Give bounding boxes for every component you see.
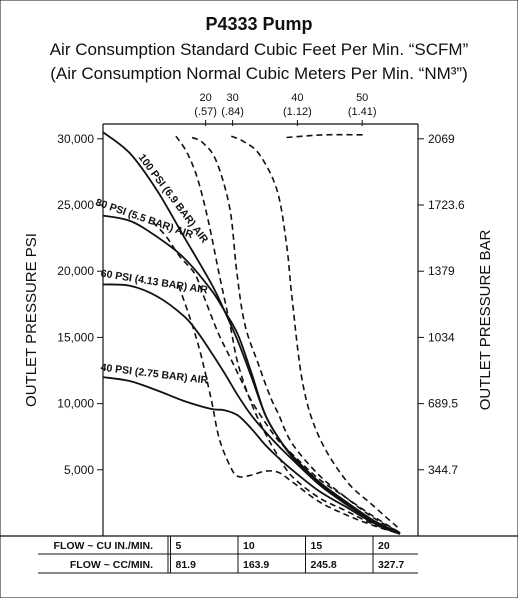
air-consumption-curve-8: [152, 221, 401, 534]
y-tick-label-2: 15,000: [57, 330, 94, 344]
top-tick-label-2: 40: [291, 92, 303, 104]
chart-subtitle-scfm: Air Consumption Standard Cubic Feet Per …: [49, 40, 469, 59]
top-tick-label-3: 50: [356, 92, 368, 104]
top-tick-sublabel-0: (.57): [194, 106, 217, 118]
air-consumption-curve-5: [191, 136, 401, 534]
air-consumption-curve-7: [286, 133, 364, 139]
table-cu-in-value-2: 15: [311, 540, 323, 552]
top-tick-sublabel-2: (1.12): [283, 106, 312, 118]
y-right-tick-label-5: 2069: [428, 132, 455, 146]
table-row1-label: FLOW ~ CU IN./MIN.: [54, 540, 154, 552]
series-label-3: 40 PSI (2.75 BAR) AIR: [100, 362, 209, 387]
y-right-tick-label-1: 689.5: [428, 397, 458, 411]
pressure-curve-1: [102, 214, 401, 535]
table-cu-in-value-1: 10: [243, 540, 255, 552]
chart-title: P4333 Pump: [205, 14, 313, 34]
table-cc-value-1: 163.9: [243, 559, 269, 571]
y-right-tick-label-0: 344.7: [428, 463, 458, 477]
air-consumption-curve-4: [175, 135, 401, 535]
table-cu-in-value-0: 5: [176, 540, 182, 552]
air-consumption-curve-6: [231, 135, 401, 530]
y-axis-title-left: OUTLET PRESSURE PSI: [23, 233, 40, 407]
chart-subtitle-nm3: (Air Consumption Normal Cubic Meters Per…: [50, 64, 468, 83]
top-tick-sublabel-3: (1.41): [348, 106, 377, 118]
y-axis-title-right: OUTLET PRESSURE BAR: [477, 230, 494, 411]
y-tick-label-0: 5,000: [64, 463, 94, 477]
y-right-tick-label-2: 1034: [428, 330, 455, 344]
table-cc-value-0: 81.9: [176, 559, 197, 571]
table-cc-value-3: 327.7: [378, 559, 404, 571]
flow-table: FLOW ~ CU IN./MIN. FLOW ~ CC/MIN. 5 81.9 10 1…: [0, 535, 518, 574]
pressure-curve-2: [102, 283, 401, 535]
top-tick-label-0: 20: [199, 92, 211, 104]
top-tick-sublabel-1: (.84): [221, 106, 244, 118]
y-right-tick-label-4: 1723.6: [428, 198, 465, 212]
air-consumption-curve-9: [177, 285, 401, 535]
y-tick-label-5: 30,000: [57, 132, 94, 146]
curves: [102, 131, 401, 535]
y-tick-label-4: 25,000: [57, 198, 94, 212]
table-cu-in-value-3: 20: [378, 540, 390, 552]
pressure-curve-0: [102, 131, 401, 535]
pressure-curve-3: [102, 376, 401, 535]
series-label-2: 60 PSI (4.13 BAR) AIR: [100, 268, 209, 297]
table-row2-label: FLOW ~ CC/MIN.: [70, 559, 153, 571]
y-right-tick-label-3: 1379: [428, 264, 455, 278]
top-tick-label-1: 30: [226, 92, 238, 104]
axes: 5,000 10,000 15,000 20,000 25,000 30,000 344.7…: [23, 92, 494, 536]
table-cc-value-2: 245.8: [311, 559, 337, 571]
y-tick-label-1: 10,000: [57, 397, 94, 411]
y-tick-label-3: 20,000: [57, 264, 94, 278]
